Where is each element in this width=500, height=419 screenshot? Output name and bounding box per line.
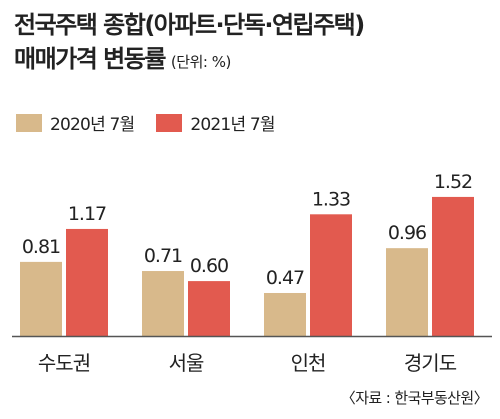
value-label-incheon-series-1: 0.47 [266, 267, 304, 289]
bar-gyeonggi-series-1 [386, 248, 428, 336]
value-label-seoul-series-1: 0.71 [144, 245, 182, 267]
bar-sudogwon-series-1 [20, 261, 62, 336]
chart-title: 전국주택 종합(아파트·단독·연립주택) 매매가격 변동률 (단위: %) [14, 8, 365, 79]
value-label-gyeonggi-series-1: 0.96 [388, 222, 426, 244]
legend-item-2021: 2021년 7월 [156, 110, 276, 135]
value-label-gyeonggi-series-2: 1.52 [434, 171, 472, 193]
value-label-sudogwon-series-2: 1.17 [68, 203, 106, 225]
category-label-gyeonggi: 경기도 [404, 351, 457, 375]
value-label-sudogwon-series-1: 0.81 [22, 236, 60, 258]
legend-swatch-2021 [156, 113, 183, 132]
legend: 2020년 7월 2021년 7월 [16, 110, 297, 135]
bar-incheon-series-2 [310, 214, 352, 336]
bar-sudogwon-series-2 [66, 228, 108, 336]
bar-seoul-series-1 [142, 271, 184, 336]
bar-gyeonggi-series-2 [432, 196, 474, 336]
legend-item-2020: 2020년 7월 [16, 110, 135, 135]
legend-label-2020: 2020년 7월 [50, 115, 135, 135]
category-label-seoul: 서울 [169, 351, 204, 375]
source-note: 〈자료 : 한국부동산원〉 [340, 389, 489, 407]
title-line-1: 전국주택 종합(아파트·단독·연립주택) [14, 11, 365, 39]
value-label-incheon-series-2: 1.33 [312, 188, 350, 210]
title-line-2-text: 매매가격 변동률 [14, 45, 166, 73]
title-line-2: 매매가격 변동률 (단위: %) [14, 42, 364, 79]
category-label-incheon: 인천 [291, 351, 326, 375]
legend-label-2021: 2021년 7월 [190, 115, 275, 135]
bar-incheon-series-1 [264, 292, 306, 336]
bar-seoul-series-2 [188, 281, 230, 336]
category-label-sudogwon: 수도권 [38, 351, 90, 375]
unit-label: (단위: %) [170, 53, 231, 71]
legend-swatch-2020 [16, 113, 42, 132]
value-label-seoul-series-2: 0.60 [190, 255, 228, 277]
